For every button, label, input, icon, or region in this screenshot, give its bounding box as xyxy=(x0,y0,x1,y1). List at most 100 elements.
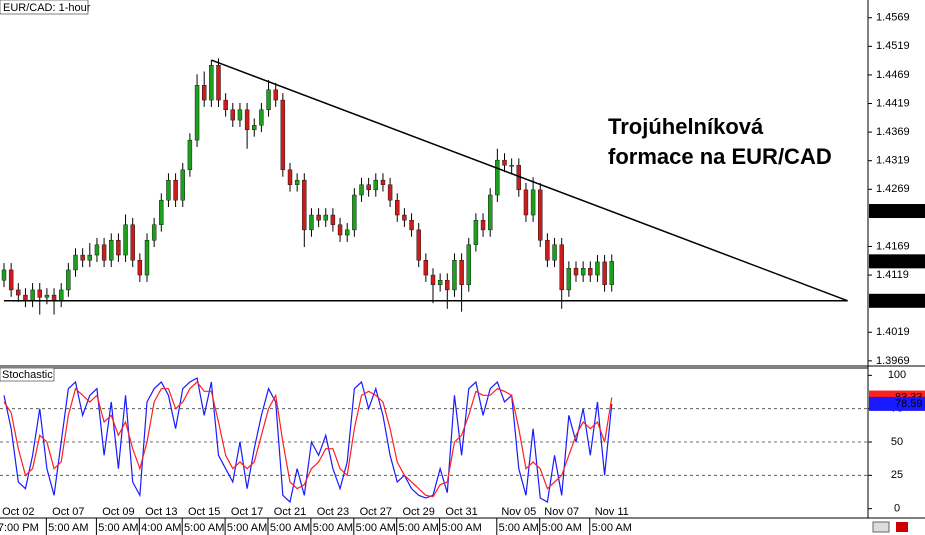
candle-body xyxy=(395,199,400,216)
x-time-label: 5:00 AM xyxy=(184,522,224,534)
candle-body xyxy=(559,244,564,291)
value-marker-label: 78.59 xyxy=(895,398,923,410)
x-time-label: 5:00 AM xyxy=(270,522,310,534)
y-tick-label: 1.3969 xyxy=(876,355,910,367)
candle-body xyxy=(273,89,278,101)
candle-body xyxy=(316,214,321,221)
candle-body xyxy=(502,159,507,166)
candle-body xyxy=(345,229,350,236)
candle-body xyxy=(366,184,371,191)
candle-body xyxy=(609,261,614,285)
y-tick-label: 1.4319 xyxy=(876,155,910,167)
price-marker-label: 1.4143 xyxy=(885,255,919,267)
trendline xyxy=(211,59,848,302)
x-time-label: 5:00 AM xyxy=(499,522,539,534)
candle-body xyxy=(588,268,593,276)
candle-body xyxy=(573,268,579,276)
candle-body xyxy=(8,269,14,291)
candle-body xyxy=(244,109,250,131)
candle-body xyxy=(359,184,364,196)
candle-body xyxy=(101,244,107,261)
x-tick-label: Oct 27 xyxy=(360,506,392,518)
candle-body xyxy=(30,289,35,301)
y-tick-label: 1.4519 xyxy=(876,40,910,52)
toolbar-icon[interactable] xyxy=(872,521,890,533)
x-tick-label: Oct 02 xyxy=(2,506,34,518)
x-time-label: 5:00 AM xyxy=(313,522,353,534)
indicator-title: Stochastic xyxy=(2,369,53,381)
x-time-label: 5:00 AM xyxy=(399,522,439,534)
candle-body xyxy=(73,254,78,271)
y-tick-label: 100 xyxy=(888,369,906,381)
candle-body xyxy=(1,269,7,281)
price-marker-label: 1.4074 xyxy=(885,295,919,307)
candle-body xyxy=(151,224,157,241)
candle-body xyxy=(223,99,228,111)
candle-body xyxy=(488,194,493,231)
candle-body xyxy=(566,268,572,291)
candle-body xyxy=(530,189,536,216)
x-tick-label: Oct 23 xyxy=(317,506,349,518)
candle-body xyxy=(309,214,314,231)
y-tick-label: 1.4019 xyxy=(876,326,910,338)
stoch-line xyxy=(3,377,613,504)
x-tick-label: Nov 11 xyxy=(595,506,629,518)
price-marker xyxy=(869,204,925,219)
y-tick-label: 1.4119 xyxy=(876,269,909,281)
candle-body xyxy=(16,289,21,296)
x-tick-label: Oct 09 xyxy=(102,506,134,518)
candle-body xyxy=(323,214,328,221)
candle-body xyxy=(116,239,121,256)
candle-body xyxy=(480,219,486,231)
candle-body xyxy=(437,280,443,285)
y-tick-label: 1.4169 xyxy=(876,240,910,252)
candle-body xyxy=(180,169,185,201)
candle-body xyxy=(373,179,378,191)
candle-body xyxy=(380,179,386,185)
x-tick-label: Oct 17 xyxy=(231,506,263,518)
x-tick-label: Oct 13 xyxy=(145,506,177,518)
x-time-label: 5:00 AM xyxy=(227,522,267,534)
title-box xyxy=(0,0,89,15)
candle-body xyxy=(194,85,200,141)
toolbar-icon[interactable] xyxy=(896,522,908,532)
annotation: formace na EUR/CAD xyxy=(608,144,832,169)
candle-body xyxy=(216,64,221,101)
x-tick-label: Oct 21 xyxy=(274,506,306,518)
x-time-label: 5:00 AM xyxy=(356,522,396,534)
candle-body xyxy=(51,294,57,301)
x-tick-label: Nov 07 xyxy=(544,506,579,518)
candle-body xyxy=(87,254,93,261)
candle-body xyxy=(473,219,479,245)
candle-body xyxy=(402,214,407,221)
x-time-label: 7:00 PM xyxy=(0,522,39,534)
candle-body xyxy=(237,109,243,121)
candle-body xyxy=(209,64,214,101)
y-tick-label: 1.4569 xyxy=(876,12,910,24)
candle-body xyxy=(166,179,171,201)
candle-body xyxy=(287,169,293,185)
candle-body xyxy=(495,159,500,196)
x-tick-label: Oct 15 xyxy=(188,506,220,518)
price-marker-label: 1.4231 xyxy=(885,205,919,217)
candle-body xyxy=(387,184,393,201)
candle-body xyxy=(294,179,300,185)
y-tick-label: 1.4269 xyxy=(876,183,910,195)
candle-body xyxy=(144,239,150,276)
candle-body xyxy=(59,289,64,301)
y-tick-label: 1.4469 xyxy=(876,69,910,81)
y-tick-label: 25 xyxy=(891,469,903,481)
candle-body xyxy=(352,194,357,231)
candle-body xyxy=(602,261,607,285)
candle-body xyxy=(430,274,436,285)
candle-body xyxy=(545,239,550,261)
candle-body xyxy=(123,224,128,256)
candle-body xyxy=(445,280,450,291)
x-time-label: 5:00 AM xyxy=(48,522,88,534)
candle-body xyxy=(109,239,114,261)
x-time-label: 5:00 AM xyxy=(98,522,138,534)
annotation: Trojúhelníková xyxy=(608,114,764,139)
candle-body xyxy=(423,260,429,276)
candle-body xyxy=(201,85,207,101)
